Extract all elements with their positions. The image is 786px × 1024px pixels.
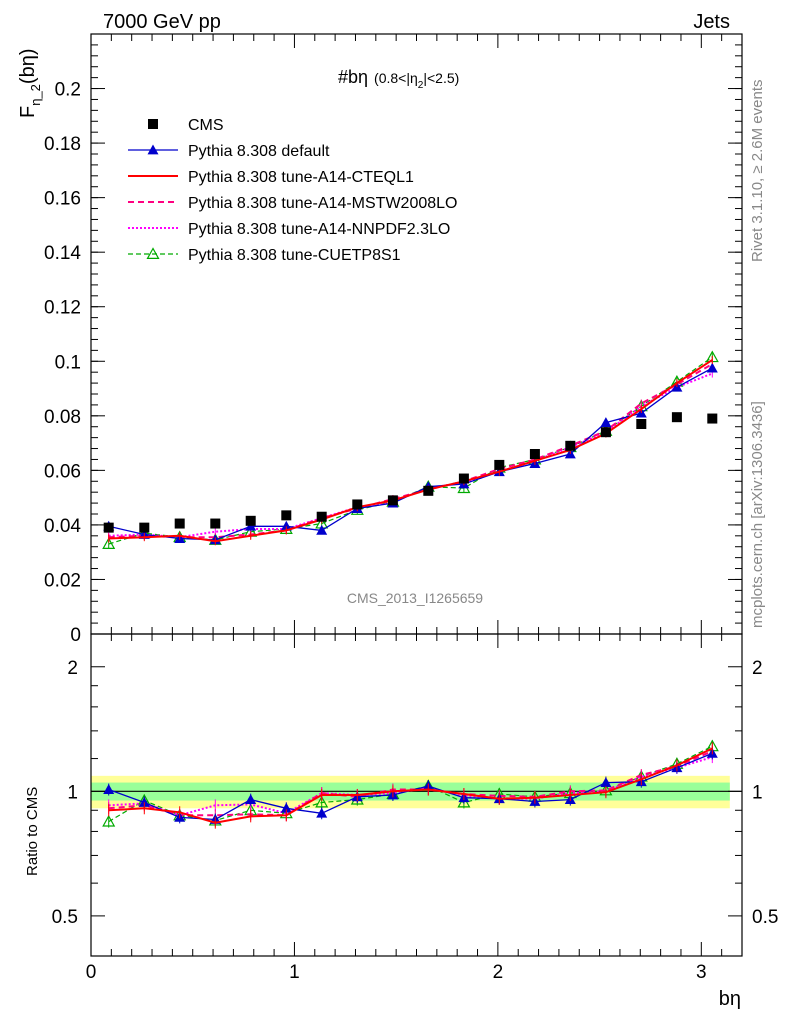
x-tick-label: 3	[696, 962, 707, 983]
y-tick-label: 0.18	[44, 134, 81, 155]
y-tick-label: 0.14	[44, 243, 81, 264]
y-tick-label: 0.06	[44, 461, 81, 482]
legend-entry-default: Pythia 8.308 default	[128, 143, 330, 160]
header-energy-label: 7000 GeV pp	[103, 11, 221, 33]
series-line-default	[108, 367, 713, 541]
legend-entry-cteql1: Pythia 8.308 tune-A14-CTEQL1	[128, 169, 414, 186]
ratio-tick-label: 2	[67, 658, 78, 679]
legend-label: Pythia 8.308 tune-A14-NNPDF2.3LO	[188, 221, 450, 238]
cms-point	[458, 473, 469, 484]
legend-entry-cuetp8s1: Pythia 8.308 tune-CUETP8S1	[128, 247, 401, 264]
ratio-axis-label: Ratio to CMS	[24, 787, 41, 876]
y-tick-label: 0.16	[44, 189, 81, 210]
ratio-point	[102, 814, 116, 827]
cms-point	[174, 518, 185, 529]
x-tick-label: 2	[493, 962, 504, 983]
mcplots-info-label: mcplots.cern.ch [arXiv:1306.3436]	[749, 401, 766, 628]
ratio-plot-series	[102, 739, 719, 829]
ratio-tick-label: 0.5	[52, 907, 78, 928]
legend-marker	[148, 119, 158, 129]
y-tick-label: 0	[70, 625, 81, 646]
cms-point	[281, 510, 292, 521]
x-axis-label: bη	[719, 988, 741, 1010]
ratio-point	[315, 795, 329, 808]
cms-point	[636, 419, 647, 429]
y-axis-label: Fη_2(bη)	[17, 49, 43, 119]
legend-entry-cms: CMS	[148, 117, 224, 134]
cms-point	[210, 518, 221, 529]
cms-point	[245, 515, 256, 526]
cms-point	[316, 511, 327, 522]
ratio-tick-label-right: 2	[752, 658, 763, 679]
data-point	[706, 362, 718, 373]
series-line-nnpdf	[108, 372, 713, 539]
series-line-cteql1	[108, 359, 713, 543]
legend-marker	[147, 144, 159, 155]
data-point	[102, 537, 116, 550]
ratio-point	[600, 777, 612, 787]
ratio-tick-label: 1	[67, 782, 78, 803]
data-point	[600, 417, 612, 428]
ratio-point	[245, 794, 257, 805]
ratio-point	[103, 784, 115, 794]
ratio-point	[280, 802, 292, 813]
ratio-tick-label-right: 1	[752, 782, 763, 803]
y-tick-label: 0.02	[44, 570, 81, 591]
cms-point	[600, 427, 611, 438]
cms-point	[707, 413, 718, 424]
legend-label: Pythia 8.308 tune-A14-MSTW2008LO	[188, 195, 457, 212]
y-tick-label: 0.2	[55, 80, 81, 101]
cms-point	[565, 440, 576, 451]
legend-label: Pythia 8.308 default	[188, 143, 330, 160]
ratio-tick-label-right: 0.5	[752, 907, 778, 928]
ratio-point	[316, 807, 328, 818]
cms-point	[103, 522, 114, 533]
legend: CMS Pythia 8.308 default Pythia 8.308 tune…	[128, 117, 457, 264]
cms-point	[423, 485, 434, 496]
x-tick-label: 1	[289, 962, 300, 983]
ratio-point	[138, 796, 150, 807]
cms-point	[352, 499, 363, 510]
y-tick-label: 0.1	[55, 352, 81, 373]
series-line-cuetp8s1	[108, 356, 713, 545]
cms-point	[139, 522, 150, 533]
legend-label: Pythia 8.308 tune-CUETP8S1	[188, 247, 401, 264]
cms-point	[671, 412, 682, 423]
legend-marker	[146, 247, 160, 259]
header-jets-label: Jets	[693, 11, 730, 33]
legend-label: Pythia 8.308 tune-A14-CTEQL1	[188, 169, 414, 186]
ratio-line-cteql1	[108, 747, 713, 824]
x-tick-label: 0	[86, 962, 97, 983]
legend-entry-mstw: Pythia 8.308 tune-A14-MSTW2008LO	[128, 195, 457, 212]
cms-point	[387, 495, 398, 506]
data-point	[316, 524, 328, 535]
analysis-id-label: CMS_2013_I1265659	[347, 590, 483, 606]
axes: 0 0.02 0.04 0.06 0.08 0.1 0.12 0.14 0.16 0.18 0.2 0…	[44, 33, 778, 983]
main-plot-series	[102, 350, 719, 550]
y-tick-label: 0.04	[44, 516, 81, 537]
cms-point	[494, 459, 505, 470]
data-point	[280, 520, 292, 531]
legend-label: CMS	[188, 117, 224, 134]
y-tick-label: 0.12	[44, 298, 81, 319]
rivet-info-label: Rivet 3.1.10, ≥ 2.6M events	[749, 80, 766, 263]
series-line-mstw	[108, 363, 713, 539]
plot-title: #bη (0.8<|η2|<2.5)	[338, 67, 459, 91]
y-tick-label: 0.08	[44, 407, 81, 428]
legend-entry-nnpdf: Pythia 8.308 tune-A14-NNPDF2.3LO	[128, 221, 450, 238]
cms-point	[529, 449, 540, 459]
